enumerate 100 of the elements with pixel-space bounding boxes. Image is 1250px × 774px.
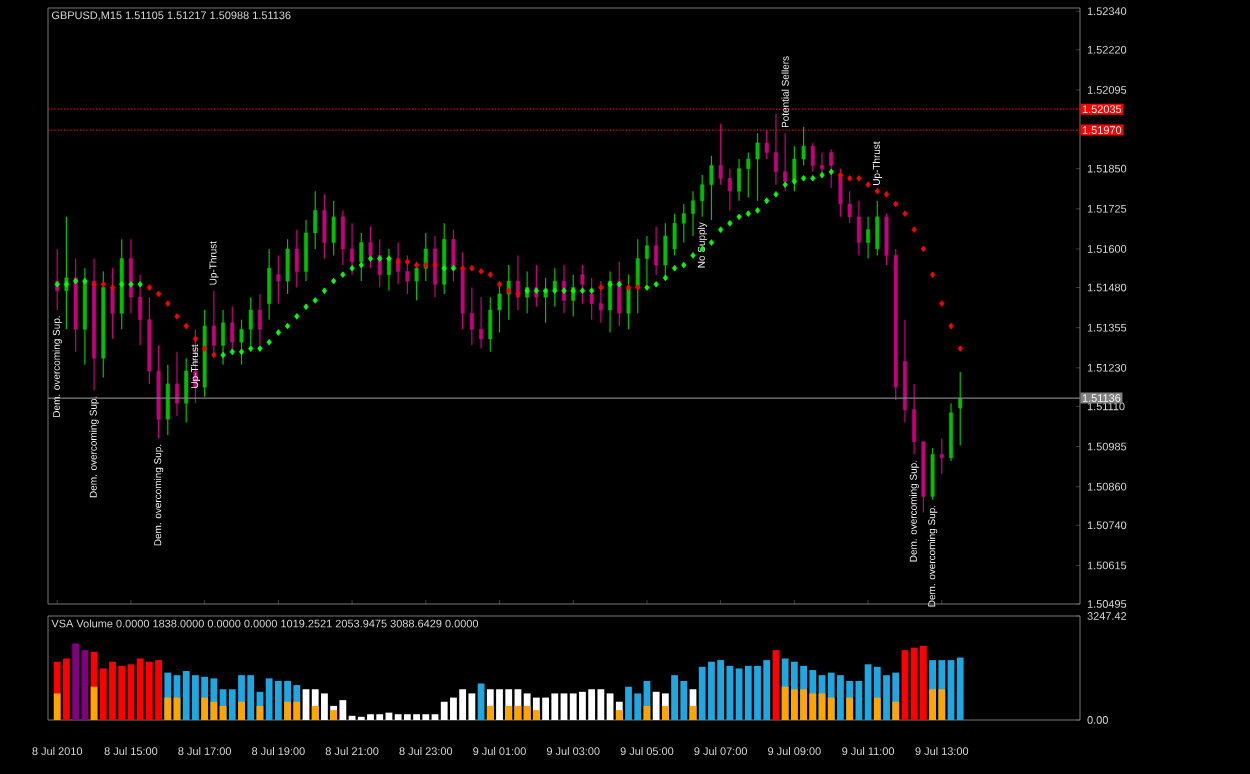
candlestick: [829, 148, 834, 189]
point: [708, 239, 715, 246]
candlestick: [912, 383, 917, 456]
candlestick: [691, 190, 695, 237]
point: [478, 268, 484, 275]
point: [285, 322, 291, 330]
candlestick: [257, 293, 262, 346]
candlestick: [939, 437, 944, 475]
point: [625, 284, 632, 291]
candlestick: [589, 277, 594, 321]
candlestick: [718, 123, 723, 186]
point: [607, 281, 613, 288]
candlestick: [442, 222, 447, 295]
point: [902, 210, 908, 217]
point: [82, 277, 88, 285]
point: [331, 277, 337, 285]
bar: [846, 697, 854, 720]
point: [791, 178, 797, 185]
candlestick: [359, 232, 364, 282]
point: [109, 284, 116, 291]
candlestick: [681, 203, 686, 244]
candlestick: [175, 351, 179, 417]
bar: [827, 697, 835, 720]
candlestick: [764, 129, 769, 160]
point: [662, 274, 668, 282]
point: [183, 322, 189, 330]
point: [883, 191, 890, 198]
point: [837, 171, 844, 179]
point: [561, 287, 567, 295]
point: [801, 174, 807, 182]
point: [672, 264, 678, 272]
point: [156, 290, 162, 298]
candlestick: [580, 264, 585, 305]
point: [552, 287, 558, 295]
point: [450, 264, 457, 272]
bar: [311, 705, 319, 720]
candlestick: [773, 113, 778, 186]
candlestick: [340, 209, 345, 266]
candlestick: [810, 142, 815, 173]
point: [496, 281, 503, 288]
point: [192, 335, 198, 343]
bar: [661, 705, 669, 720]
candlestick: [322, 193, 327, 260]
bar: [201, 697, 209, 720]
candlestick: [267, 248, 272, 321]
candlestick: [783, 132, 788, 192]
candlestick: [672, 213, 677, 256]
point: [616, 281, 622, 288]
candlestick: [635, 238, 640, 314]
point: [754, 207, 761, 214]
candlestick: [138, 274, 143, 346]
point: [506, 287, 512, 295]
point: [736, 213, 742, 221]
point: [349, 264, 355, 272]
candlestick: [746, 151, 751, 199]
point: [939, 300, 945, 307]
candlestick: [792, 145, 797, 192]
candlestick: [304, 219, 308, 282]
candlestick: [958, 371, 963, 447]
candlestick: [230, 306, 235, 356]
candlestick: [248, 296, 253, 346]
point: [395, 258, 401, 266]
candlestick: [451, 229, 456, 282]
point: [174, 313, 180, 320]
point: [589, 287, 595, 295]
candlestick: [497, 280, 502, 334]
point: [690, 252, 696, 259]
candlestick: [856, 200, 861, 256]
bar: [477, 683, 485, 720]
candlestick: [350, 222, 355, 276]
candlestick: [211, 290, 216, 356]
point: [727, 219, 733, 227]
candlestick: [820, 151, 824, 179]
candlestick: [866, 216, 871, 260]
candlestick: [469, 286, 474, 346]
point: [358, 261, 364, 269]
candlestick: [727, 168, 732, 212]
point: [782, 181, 788, 188]
candlestick: [709, 155, 714, 221]
point: [579, 287, 586, 295]
candlestick: [801, 126, 806, 167]
candlestick: [663, 222, 668, 279]
point: [275, 329, 281, 336]
point: [911, 226, 917, 233]
candlestick: [414, 261, 419, 301]
candlestick: [276, 254, 281, 305]
point: [432, 261, 438, 269]
bar: [532, 710, 540, 720]
point: [414, 261, 420, 269]
point: [312, 297, 318, 304]
candlestick: [875, 200, 880, 256]
point: [441, 264, 447, 272]
candlestick: [110, 267, 115, 340]
point: [957, 345, 963, 352]
point: [303, 303, 309, 311]
point: [819, 171, 825, 179]
bar: [330, 710, 338, 720]
bar: [164, 697, 172, 720]
candlestick: [930, 447, 935, 501]
point: [828, 168, 834, 176]
